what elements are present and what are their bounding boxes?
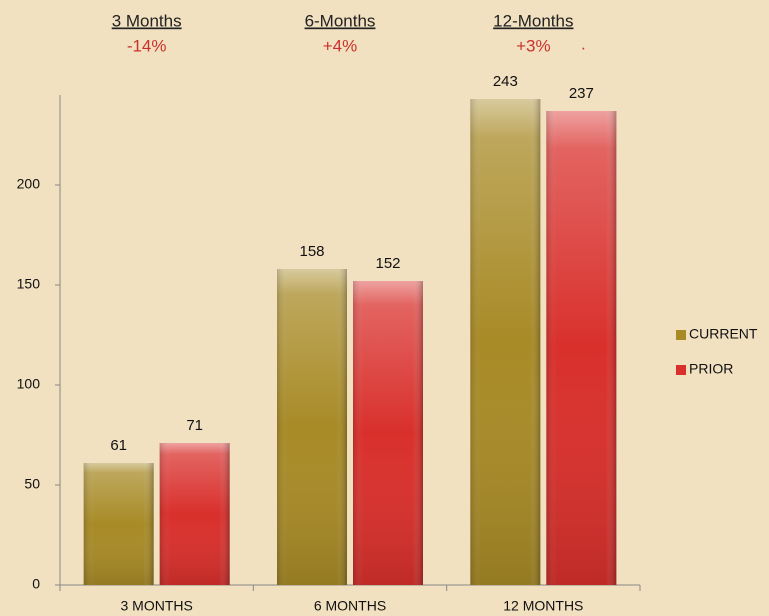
annotation-change: +3% <box>516 36 551 55</box>
annotation-title: 12-Months <box>493 11 573 30</box>
bar-shade <box>159 443 230 585</box>
value-label: 152 <box>375 255 400 272</box>
x-tick-label: 3 MONTHS <box>120 598 192 614</box>
y-tick-label: 50 <box>24 476 40 492</box>
value-label: 71 <box>186 417 203 434</box>
bar-shade <box>353 281 423 585</box>
bar-shade <box>546 111 617 585</box>
legend-label: CURRENT <box>689 326 758 342</box>
legend-swatch <box>676 330 686 340</box>
x-tick-label: 6 MONTHS <box>314 598 386 614</box>
value-label: 158 <box>299 243 324 260</box>
value-label: 61 <box>110 437 127 454</box>
value-label: 243 <box>493 73 518 90</box>
y-tick-label: 100 <box>17 376 41 392</box>
y-tick-label: 200 <box>17 176 41 192</box>
bar-shade <box>277 269 347 585</box>
bar-shade <box>470 99 541 585</box>
y-tick-label: 0 <box>32 576 40 592</box>
x-tick-label: 12 MONTHS <box>503 598 583 614</box>
annotation-change: -14% <box>127 36 167 55</box>
y-tick-label: 150 <box>17 276 41 292</box>
annotation-title: 3 Months <box>112 11 182 30</box>
legend-label: PRIOR <box>689 361 733 377</box>
legend-swatch <box>676 365 686 375</box>
value-label: 237 <box>569 85 594 102</box>
bar-shade <box>83 463 154 585</box>
annotation-mark: . <box>581 34 586 53</box>
annotation-change: +4% <box>323 36 358 55</box>
annotation-title: 6-Months <box>305 11 376 30</box>
